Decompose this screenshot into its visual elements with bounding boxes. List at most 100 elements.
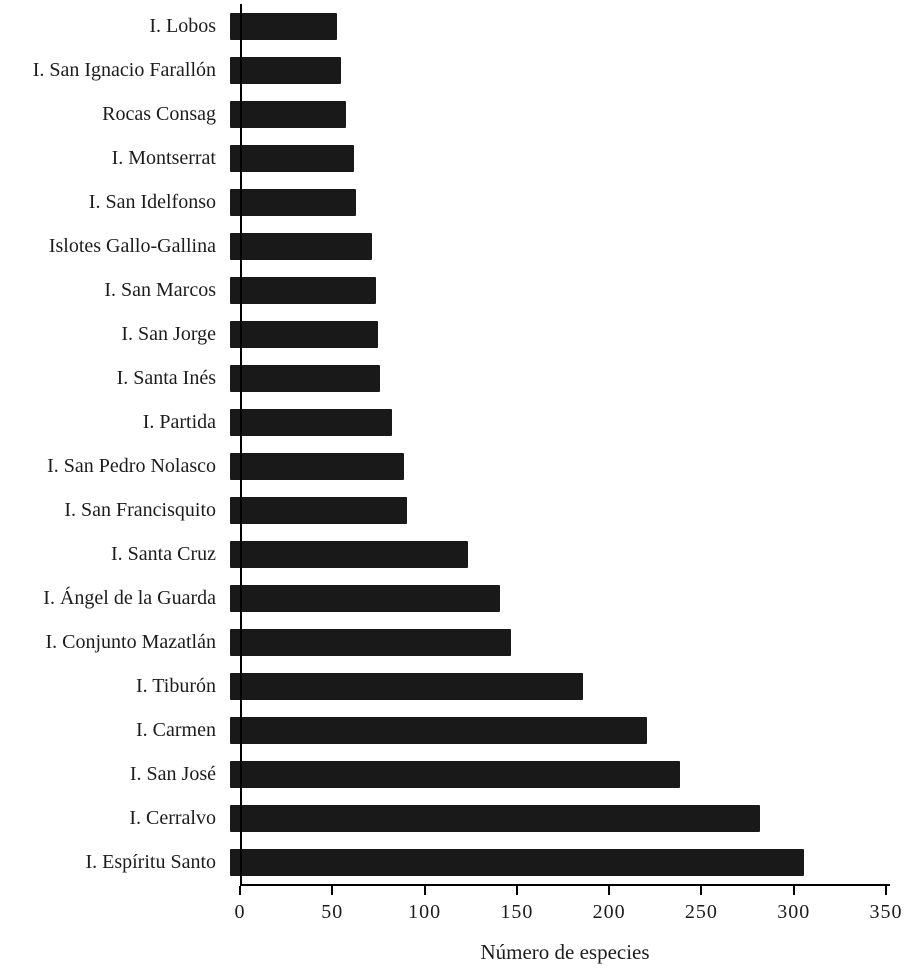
- y-axis-line: [240, 4, 242, 886]
- bar: [230, 364, 380, 392]
- category-label: I. San Francisquito: [64, 499, 216, 521]
- x-axis-tick-label: 150: [500, 901, 534, 923]
- bar: [230, 188, 356, 216]
- category-label: I. Conjunto Mazatlán: [45, 631, 216, 653]
- x-axis-tick-label: 300: [777, 901, 811, 923]
- x-axis-tick: [423, 886, 426, 895]
- x-axis-tick: [792, 886, 795, 895]
- x-axis-tick: [239, 886, 241, 895]
- chart-row: I. Santa Cruz: [0, 532, 886, 576]
- bar: [230, 584, 500, 612]
- category-label: I. Santa Cruz: [111, 543, 216, 565]
- category-label: I. Cerralvo: [129, 807, 216, 829]
- x-axis-line: [240, 884, 890, 886]
- bar: [230, 100, 347, 128]
- chart-rows: I. Lobos I. San Ignacio Farallón Rocas Con…: [0, 4, 886, 884]
- chart-row: I. San Jorge: [0, 312, 886, 356]
- bar: [230, 672, 583, 700]
- category-label: I. San Ignacio Farallón: [32, 59, 216, 81]
- category-label: I. San Idelfonso: [88, 191, 216, 213]
- chart-row: I. Carmen: [0, 708, 886, 752]
- bar: [230, 408, 393, 436]
- bar-track: [228, 92, 874, 136]
- bar: [230, 760, 681, 788]
- category-label: I. Santa Inés: [116, 367, 216, 389]
- category-label: Rocas Consag: [102, 103, 216, 125]
- bar-track: [228, 48, 874, 92]
- x-axis-tick: [608, 886, 611, 895]
- x-axis-tick-label: 100: [408, 901, 442, 923]
- chart-row: I. Partida: [0, 400, 886, 444]
- category-label: I. Montserrat: [111, 147, 216, 169]
- bar-track: [228, 356, 874, 400]
- x-axis-tick-label: 200: [592, 901, 626, 923]
- x-axis-tick-label: 250: [684, 901, 718, 923]
- bar: [230, 56, 341, 84]
- bar-track: [228, 400, 874, 444]
- x-axis-tick: [700, 886, 703, 895]
- bar: [230, 144, 354, 172]
- chart-row: I. San Marcos: [0, 268, 886, 312]
- bar-track: [228, 664, 874, 708]
- chart-row: I. Tiburón: [0, 664, 886, 708]
- chart-row: I. Conjunto Mazatlán: [0, 620, 886, 664]
- bar: [230, 540, 469, 568]
- bar: [230, 276, 376, 304]
- bar: [230, 628, 511, 656]
- x-axis-tick: [515, 886, 518, 895]
- category-label: I. Carmen: [136, 719, 216, 741]
- bar-track: [228, 532, 874, 576]
- x-axis-tick-label: 0: [234, 901, 246, 923]
- bar-track: [228, 752, 874, 796]
- category-label: Islotes Gallo-Gallina: [48, 235, 216, 257]
- category-label: I. Espíritu Santo: [85, 851, 216, 873]
- x-axis-tick: [331, 886, 334, 895]
- bar-track: [228, 796, 874, 840]
- bar: [230, 848, 804, 876]
- bar-track: [228, 4, 874, 48]
- chart-row: I. Montserrat: [0, 136, 886, 180]
- bar-track: [228, 576, 874, 620]
- chart-row: I. San Ignacio Farallón: [0, 48, 886, 92]
- bar-track: [228, 180, 874, 224]
- category-label: I. Partida: [142, 411, 216, 433]
- x-axis-tick-label: 350: [869, 901, 903, 923]
- chart-row: I. Espíritu Santo: [0, 840, 886, 884]
- bar: [230, 804, 760, 832]
- bar-track: [228, 444, 874, 488]
- bar: [230, 320, 378, 348]
- chart-row: I. Ángel de la Guarda: [0, 576, 886, 620]
- bar-track: [228, 620, 874, 664]
- chart-row: I. San Pedro Nolasco: [0, 444, 886, 488]
- bar-track: [228, 312, 874, 356]
- x-axis-tick-label: 50: [321, 901, 344, 923]
- chart-row: I. San Idelfonso: [0, 180, 886, 224]
- bar: [230, 452, 404, 480]
- bar-track: [228, 224, 874, 268]
- category-label: I. Lobos: [149, 15, 216, 37]
- bar-track: [228, 268, 874, 312]
- chart-row: Rocas Consag: [0, 92, 886, 136]
- chart-row: I. Cerralvo: [0, 796, 886, 840]
- category-label: I. Ángel de la Guarda: [43, 587, 216, 609]
- category-label: I. Tiburón: [135, 675, 216, 697]
- bar-track: [228, 136, 874, 180]
- chart-row: I. San Francisquito: [0, 488, 886, 532]
- bar-track: [228, 708, 874, 752]
- x-axis-tick: [885, 886, 887, 895]
- chart-row: Islotes Gallo-Gallina: [0, 224, 886, 268]
- category-label: I. San José: [129, 763, 216, 785]
- bar: [230, 716, 648, 744]
- chart-row: I. San José: [0, 752, 886, 796]
- bar-track: [228, 840, 874, 884]
- bar-track: [228, 488, 874, 532]
- category-label: I. San Marcos: [104, 279, 216, 301]
- category-label: I. San Pedro Nolasco: [47, 455, 216, 477]
- bar: [230, 232, 373, 260]
- x-axis-title: Número de especies: [480, 940, 650, 964]
- chart-row: I. Lobos: [0, 4, 886, 48]
- chart-row: I. Santa Inés: [0, 356, 886, 400]
- bar: [230, 12, 338, 40]
- bar: [230, 496, 408, 524]
